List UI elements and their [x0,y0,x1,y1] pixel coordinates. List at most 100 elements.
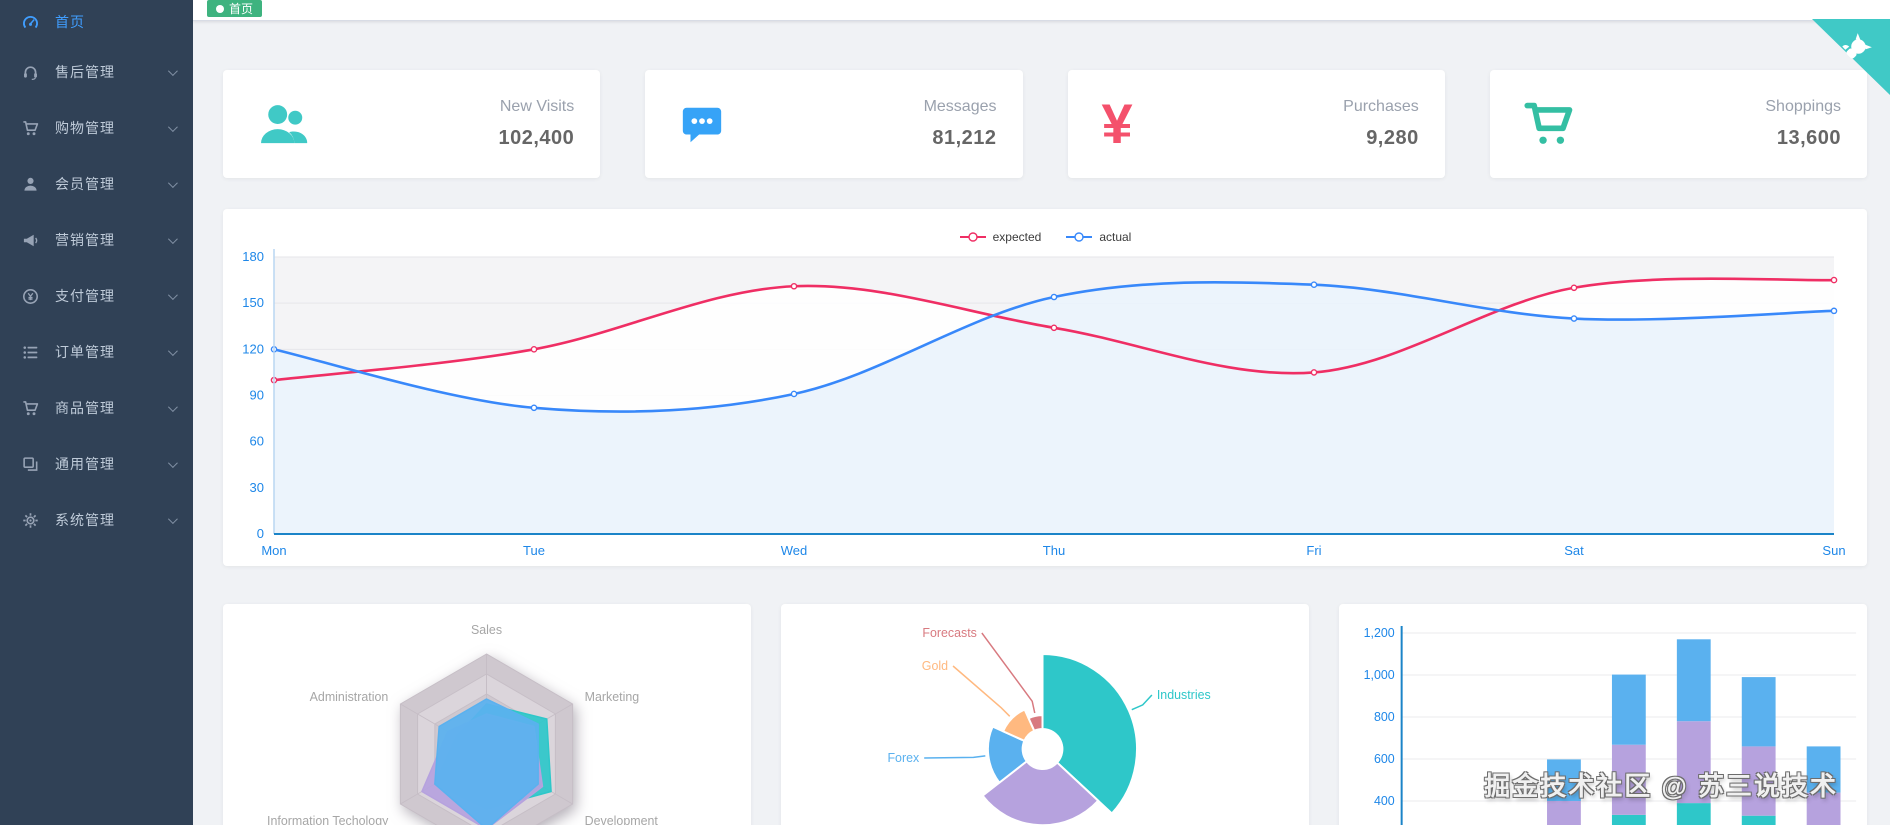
svg-text:Administration: Administration [310,690,389,704]
svg-text:Mon: Mon [261,543,286,558]
chevron-down-icon [167,289,178,300]
message-icon [679,101,725,147]
octocat-icon [1842,33,1872,59]
chevron-down-icon [167,177,178,188]
stat-card-value: 102,400 [498,127,575,149]
legend-item-actual[interactable]: actual [1065,230,1131,244]
stat-card-label: New Visits [499,98,575,115]
svg-text:Wed: Wed [781,543,808,558]
dashboard-icon [22,14,39,31]
radar-chart-card: Sales Administration Information Techology… [223,604,751,825]
svg-text:1,200: 1,200 [1364,626,1395,640]
stat-card-meta: Shoppings 13,600 [1765,98,1841,150]
radar-chart-svg[interactable]: Sales Administration Information Techology… [223,604,751,825]
stat-card-purchases[interactable]: ¥ Purchases 9,280 [1067,70,1445,178]
sidebar-item-1[interactable]: 售后管理 [0,44,193,100]
sidebar-item-7[interactable]: 商品管理 [0,380,193,436]
svg-text:Forecasts: Forecasts [922,626,977,640]
sidebar-item-6[interactable]: 订单管理 [0,324,193,380]
stat-card-new-visits[interactable]: New Visits 102,400 [223,70,601,178]
svg-text:Sat: Sat [1564,543,1584,558]
sidebar-item-label: 首页 [55,14,85,30]
svg-text:600: 600 [1374,752,1395,766]
svg-text:Sales: Sales [471,623,502,637]
svg-text:Forex: Forex [887,751,920,765]
system-gear-icon [22,512,39,529]
stat-card-label: Shoppings [1765,98,1841,115]
svg-text:Fri: Fri [1306,543,1321,558]
sidebar-item-label: 售后管理 [55,64,115,80]
github-corner[interactable] [1810,19,1890,97]
sidebar-menu: 首页售后管理购物管理会员管理营销管理支付管理订单管理商品管理通用管理系统管理 [0,0,193,548]
stat-card-messages[interactable]: Messages 81,212 [645,70,1023,178]
aftersale-icon [22,64,39,81]
svg-text:120: 120 [242,341,264,356]
sidebar-item-label: 订单管理 [55,344,115,360]
chevron-down-icon [167,233,178,244]
sidebar-item-2[interactable]: 购物管理 [0,100,193,156]
sidebar-item-8[interactable]: 通用管理 [0,436,193,492]
sidebar-item-4[interactable]: 营销管理 [0,212,193,268]
tags-view-bar: 首页 [193,0,1890,21]
stat-card-meta: Purchases 9,280 [1343,98,1419,150]
stat-card-value: 81,212 [932,127,997,149]
svg-text:30: 30 [250,480,264,495]
sidebar-item-3[interactable]: 会员管理 [0,156,193,212]
stat-card-value: 13,600 [1776,127,1841,149]
pie-chart-svg[interactable]: Industries Forex Gold Forecasts [781,604,1309,825]
payment-icon [22,288,39,305]
marketing-icon [22,232,39,249]
sidebar-item-label: 购物管理 [55,120,115,136]
money-icon: ¥ [1101,92,1133,155]
general-icon [22,456,39,473]
svg-text:150: 150 [242,295,264,310]
line-chart-legend: expected actual [223,230,1867,244]
sidebar-item-0[interactable]: 首页 [0,0,193,44]
sidebar-item-label: 会员管理 [55,176,115,192]
legend-marker-icon [1066,232,1093,242]
bottom-chart-row: Sales Administration Information Techology… [223,604,1867,825]
member-icon [22,176,39,193]
shopping-icon [1524,98,1576,150]
stat-card-meta: Messages 81,212 [924,98,997,150]
chevron-down-icon [167,513,178,524]
line-chart-svg[interactable]: 0 30 60 90 120 150 180 Mon Tue Wed Thu Fri Sat Sun [223,209,1867,566]
chevron-down-icon [167,121,178,132]
tag-active-dot [216,4,224,13]
stat-card-value: 9,280 [1366,127,1419,149]
sidebar-item-9[interactable]: 系统管理 [0,492,193,548]
svg-text:Tue: Tue [523,543,545,558]
legend-label: expected [992,230,1042,244]
stat-panel-row: New Visits 102,400 Messages 81,212 ¥ Purchase… [223,70,1867,178]
svg-text:Development: Development [585,814,659,825]
svg-text:Industries: Industries [1157,688,1211,702]
stat-card-meta: New Visits 102,400 [498,98,574,150]
svg-text:800: 800 [1374,710,1395,724]
sidebar-item-label: 营销管理 [55,232,115,248]
sidebar-item-label: 商品管理 [55,400,115,416]
svg-text:60: 60 [250,434,264,449]
tag-item[interactable]: 首页 [207,0,263,17]
sidebar-item-5[interactable]: 支付管理 [0,268,193,324]
chevron-down-icon [167,457,178,468]
svg-text:90: 90 [250,388,264,403]
goods-cart-icon [22,400,39,417]
main-area: 首页 New Visits 102,400 Messages 81,212 ¥ Purch… [193,0,1890,825]
stat-card-shoppings[interactable]: Shoppings 13,600 [1489,70,1867,178]
chevron-down-icon [167,65,178,76]
tag-label: 首页 [229,2,254,16]
sidebar-item-label: 系统管理 [55,512,115,528]
sidebar: 首页售后管理购物管理会员管理营销管理支付管理订单管理商品管理通用管理系统管理 [0,0,193,825]
stat-card-label: Purchases [1343,98,1419,115]
svg-text:Marketing: Marketing [585,690,640,704]
legend-item-expected[interactable]: expected [959,230,1042,244]
line-chart-card: expected actual 0 30 60 90 120 150 180 Mon Tue Wed… [223,209,1867,566]
svg-text:Gold: Gold [922,659,948,673]
sidebar-item-label: 通用管理 [55,456,115,472]
shopping-cart-icon [22,120,39,137]
dashboard-content: New Visits 102,400 Messages 81,212 ¥ Purchase… [193,21,1890,825]
legend-label: actual [1099,230,1132,244]
svg-text:180: 180 [242,249,264,264]
